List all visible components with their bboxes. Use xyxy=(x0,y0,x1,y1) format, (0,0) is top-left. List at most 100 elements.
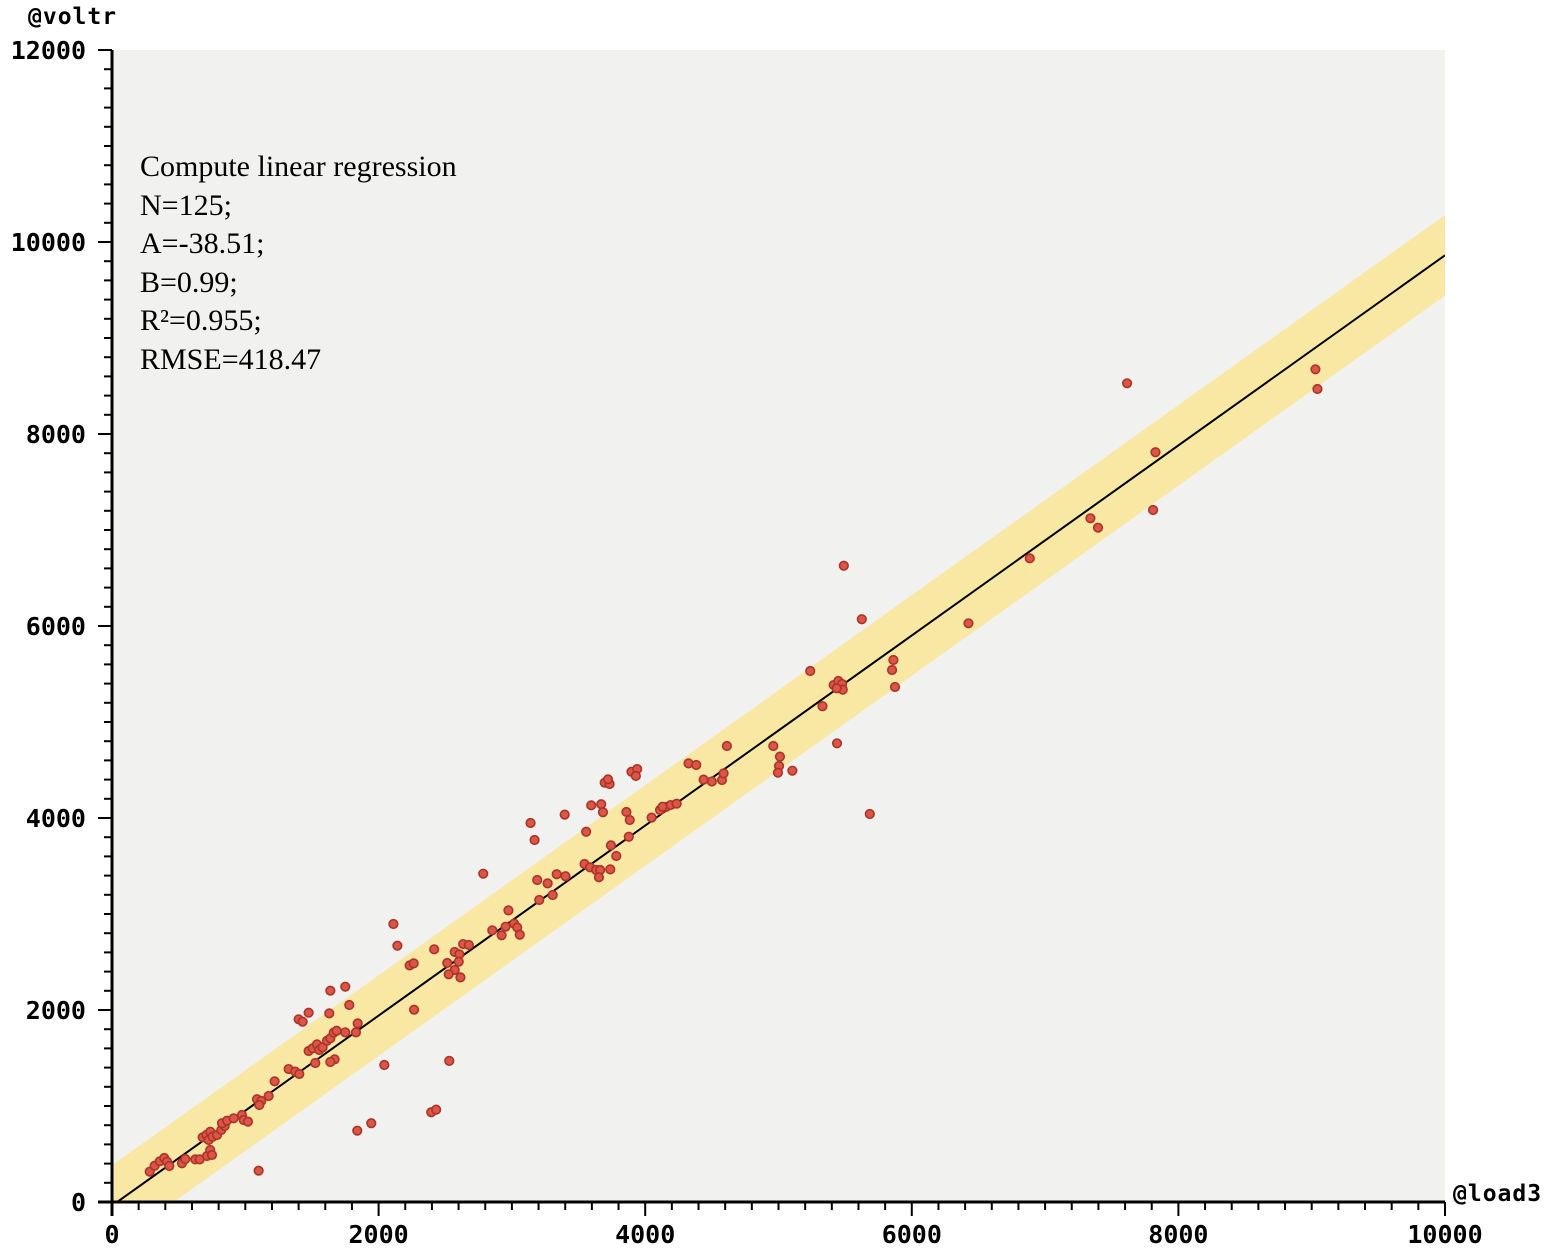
data-point xyxy=(429,944,440,955)
data-point xyxy=(325,985,336,996)
data-point xyxy=(888,654,899,666)
data-point xyxy=(774,751,786,762)
regression-line xyxy=(115,254,1445,1202)
x-tick-label: 6000 xyxy=(882,1220,942,1249)
data-point xyxy=(310,1057,321,1069)
data-point xyxy=(596,799,607,810)
data-point xyxy=(487,925,498,936)
data-point xyxy=(455,972,466,983)
y-tick-label: 10000 xyxy=(11,228,86,257)
confidence-band xyxy=(112,214,1445,1202)
data-point xyxy=(303,1007,314,1018)
data-point xyxy=(525,817,536,829)
x-tick-label: 4000 xyxy=(615,1220,675,1249)
y-axis-title: @voltr xyxy=(28,4,118,30)
data-point xyxy=(350,1027,362,1038)
y-tick-label: 6000 xyxy=(26,612,86,641)
data-point xyxy=(352,1018,363,1029)
y-tick-label: 8000 xyxy=(26,420,86,449)
data-point xyxy=(597,807,609,818)
data-point xyxy=(1150,447,1161,458)
data-point xyxy=(698,774,709,785)
data-point xyxy=(889,681,901,693)
data-point xyxy=(325,1056,336,1068)
data-point xyxy=(180,1153,191,1165)
data-point xyxy=(263,1090,274,1102)
data-point xyxy=(443,969,454,980)
data-point xyxy=(344,999,355,1011)
data-point xyxy=(1085,513,1096,524)
data-point xyxy=(586,800,597,811)
data-point xyxy=(431,1104,442,1115)
stat-line-title: Compute linear regression xyxy=(140,150,457,183)
data-point xyxy=(602,774,614,785)
data-point xyxy=(340,981,351,992)
x-tick-label: 2000 xyxy=(348,1220,408,1249)
data-point xyxy=(787,765,798,776)
y-tick-label: 4000 xyxy=(26,804,86,833)
data-point xyxy=(1312,383,1323,395)
data-point xyxy=(593,872,605,883)
data-point xyxy=(444,1055,455,1066)
stat-line-r2: R²=0.955; xyxy=(140,304,262,337)
data-point xyxy=(831,738,843,749)
data-point xyxy=(534,894,545,906)
data-point xyxy=(366,1118,377,1129)
data-point xyxy=(453,956,464,967)
data-point xyxy=(206,1149,218,1161)
data-point xyxy=(551,869,562,880)
data-point xyxy=(623,831,634,842)
data-point xyxy=(605,840,617,851)
regression-stats-annotation: Compute linear regression N=125; A=-38.5… xyxy=(140,148,457,379)
data-point xyxy=(817,701,828,712)
data-point xyxy=(228,1113,239,1124)
data-point xyxy=(768,740,779,752)
data-point xyxy=(269,1076,280,1087)
data-point xyxy=(392,940,403,951)
data-point xyxy=(388,918,399,930)
data-point xyxy=(542,878,553,889)
stat-line-b: B=0.99; xyxy=(140,265,238,299)
data-point xyxy=(772,767,784,778)
x-tick-label: 8000 xyxy=(1148,1220,1208,1249)
data-point xyxy=(560,871,571,882)
data-point xyxy=(671,798,682,809)
data-point xyxy=(646,812,657,823)
data-point xyxy=(1092,522,1104,533)
data-point xyxy=(294,1068,305,1080)
data-point xyxy=(1024,553,1035,564)
data-point xyxy=(500,921,511,932)
data-point xyxy=(559,809,570,820)
data-point xyxy=(630,770,641,782)
data-point xyxy=(352,1125,363,1136)
data-point xyxy=(605,864,616,875)
data-point xyxy=(408,1004,420,1015)
data-point xyxy=(242,1116,254,1127)
x-tick-label: 10000 xyxy=(1407,1220,1482,1249)
data-point xyxy=(408,958,419,969)
stat-line-rmse: RMSE=418.47 xyxy=(140,342,322,376)
y-tick-label: 2000 xyxy=(26,996,86,1025)
data-point xyxy=(379,1059,390,1071)
data-point xyxy=(331,1025,342,1036)
data-point xyxy=(463,939,474,951)
data-point xyxy=(532,874,543,886)
data-point xyxy=(1121,378,1133,389)
data-point xyxy=(529,834,540,846)
x-axis-title: @load3 xyxy=(1453,1181,1543,1207)
data-point xyxy=(253,1165,264,1176)
data-point xyxy=(478,868,489,879)
data-point xyxy=(340,1027,351,1038)
data-point xyxy=(1147,504,1159,516)
data-point xyxy=(514,929,525,940)
data-point xyxy=(706,776,717,787)
data-point xyxy=(691,759,702,771)
data-point xyxy=(442,957,453,969)
data-point xyxy=(254,1099,265,1111)
data-point xyxy=(657,801,668,812)
stat-line-n: N=125; xyxy=(140,188,232,222)
data-point xyxy=(581,826,592,837)
data-point xyxy=(856,614,867,625)
